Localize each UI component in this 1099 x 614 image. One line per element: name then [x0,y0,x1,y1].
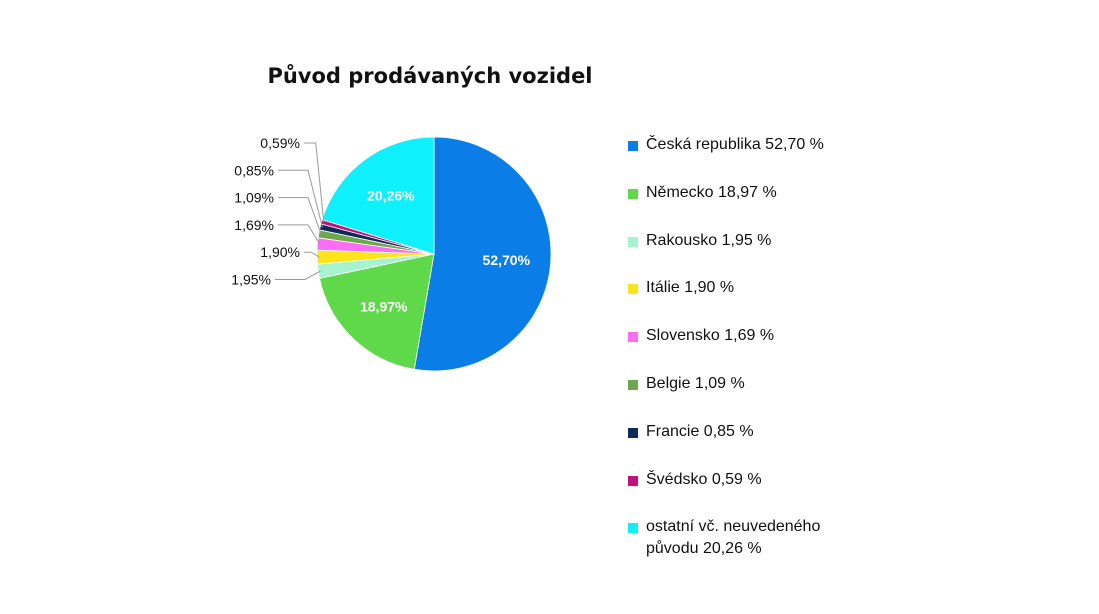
leader-line [304,251,320,258]
legend-item: Slovensko 1,69 % [628,325,968,347]
legend-label: Francie 0,85 % [646,422,754,440]
legend-item: Francie 0,85 % [628,421,968,443]
legend-item: Česká republika 52,70 % [628,134,968,156]
data-label: 1,90% [260,244,300,260]
legend-label: Itálie 1,90 % [646,279,735,297]
legend-swatch [628,523,638,534]
data-label: 1,95% [231,272,271,288]
pie-slices [316,136,552,372]
leader-line [275,270,321,280]
leader-lines [275,142,325,280]
legend-swatch [628,141,638,151]
leader-line [278,224,321,245]
data-label: 1,09% [234,190,274,206]
data-label: 0,85% [234,162,274,178]
pie-slice [319,253,435,370]
legend-swatch [628,332,638,343]
chart-title: Původ prodávaných vozidel [267,64,593,88]
legend-swatch [628,284,638,295]
legend-label: Česká republika 52,70 % [646,136,824,153]
legend-item: ostatní vč. neuvedeného původu 20,26 % [628,516,968,560]
legend-swatch [628,236,638,247]
legend-item: Švédsko 0,59 % [628,469,968,491]
legend-label: Belgie 1,09 % [646,374,745,392]
legend-item: Belgie 1,09 % [628,373,968,395]
pie-slice [413,136,552,372]
data-labels: 52,70% 18,97% 1,95% 1,90% 1,69% 1,09% 0,85% 0,5… [231,135,530,314]
leader-line [278,169,323,228]
legend-label: Slovensko 1,69 % [646,327,775,345]
legend-item: Rakousko 1,95 % [628,230,968,252]
legend: Česká republika 52,70 % Německo 18,97 % Ra… [628,134,968,586]
leader-line [304,142,325,223]
data-label: 52,70% [483,252,531,268]
leader-line [278,197,322,235]
data-label: 18,97% [360,298,408,314]
legend-label: Německo 18,97 % [646,183,777,201]
legend-item: Německo 18,97 % [628,182,968,204]
data-label: 1,69% [234,217,274,233]
legend-swatch [628,427,638,438]
legend-swatch [628,475,638,486]
legend-label: Rakousko 1,95 % [646,231,772,249]
legend-swatch [628,188,638,199]
legend-item: Itálie 1,90 % [628,277,968,299]
legend-label: Švédsko 0,59 % [646,470,762,488]
legend-swatch [628,379,638,390]
legend-label: ostatní vč. neuvedeného původu 20,26 % [646,518,821,558]
data-label: 0,59% [260,135,300,151]
pie-slice [321,136,435,255]
data-label: 20,26% [367,188,415,204]
